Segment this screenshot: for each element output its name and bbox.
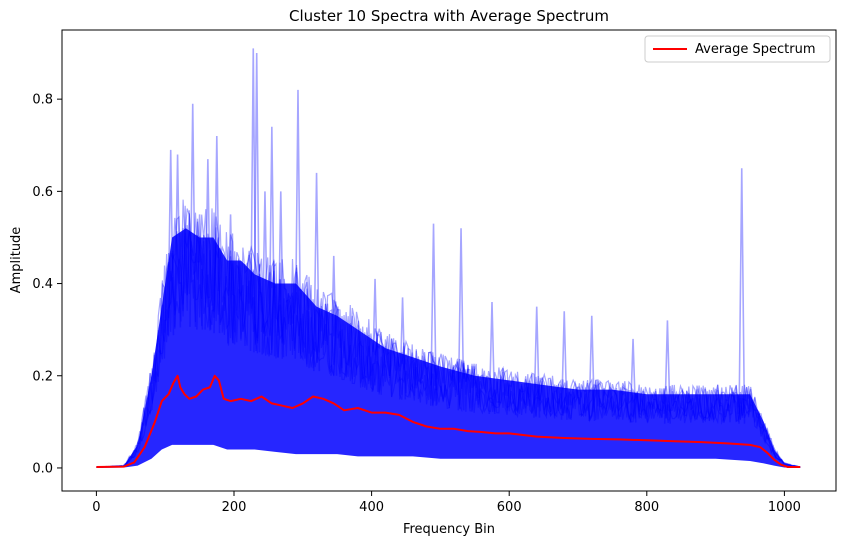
spectrum-peak: [213, 136, 221, 334]
average-spectrum-line: [96, 374, 801, 468]
x-tick-label: 400: [359, 500, 384, 515]
spectrum-peak: [204, 159, 212, 330]
spectrum-peak: [738, 168, 746, 424]
y-tick-label: 0.0: [32, 461, 53, 476]
x-axis-ticks: 0 200 400 600 800 1000: [92, 491, 801, 515]
x-tick-label: 800: [634, 500, 659, 515]
spectrum-peak: [249, 48, 257, 351]
spectrum-peak: [268, 126, 276, 357]
spectrum-peak: [196, 214, 204, 330]
axes-frame: [61, 29, 837, 492]
spectrum-peak: [189, 103, 197, 327]
spectra-band: [96, 228, 801, 468]
spectrum-peak: [588, 315, 596, 421]
legend-label-average: Average Spectrum: [695, 42, 816, 57]
spectrum-peak: [261, 191, 269, 355]
x-tick-label: 200: [222, 500, 247, 515]
spectrum-peak: [399, 297, 407, 400]
x-tick-label: 1000: [768, 500, 801, 515]
y-tick-label: 0.8: [32, 93, 53, 108]
spectrum-peak: [167, 149, 175, 336]
spectrum-trace: [96, 199, 801, 468]
spectrum-peak: [560, 311, 568, 420]
spectrum-peak: [371, 278, 379, 392]
legend: Average Spectrum: [644, 35, 831, 63]
spectrum-peak: [663, 320, 671, 424]
spectrum-trace: [96, 208, 801, 468]
chart-title: Cluster 10 Spectra with Average Spectrum: [289, 7, 609, 25]
spectrum-peak: [313, 172, 321, 372]
x-tick-label: 0: [92, 500, 100, 515]
spectrum-peak: [533, 306, 541, 418]
average-spectrum-layer: [96, 374, 801, 468]
spectrum-peak: [294, 89, 302, 359]
y-tick-label: 0.4: [32, 277, 53, 292]
spectrum-trace: [96, 208, 801, 468]
y-axis-ticks: 0.0 0.2 0.4 0.6 0.8: [32, 93, 62, 476]
spectrum-peak: [277, 191, 285, 358]
spectrum-peak: [488, 301, 496, 415]
legend-box: [644, 35, 831, 63]
spectrum-peak: [253, 53, 261, 353]
spectrum-trace: [96, 217, 801, 468]
y-tick-label: 0.6: [32, 185, 53, 200]
spectra-layer: [96, 48, 801, 468]
spectrum-peak: [174, 154, 182, 328]
spectrum-peak: [457, 228, 465, 411]
y-tick-label: 0.2: [32, 369, 53, 384]
spectrum-trace: [96, 212, 801, 468]
y-axis-label: Amplitude: [9, 227, 24, 294]
spectrum-peak: [629, 338, 637, 423]
spectrum-peak: [227, 214, 235, 344]
x-tick-label: 600: [497, 500, 522, 515]
spectrum-trace: [96, 205, 801, 468]
spectrum-peak: [330, 255, 338, 376]
x-axis-label: Frequency Bin: [403, 522, 495, 537]
spectrum-peak: [429, 223, 438, 406]
